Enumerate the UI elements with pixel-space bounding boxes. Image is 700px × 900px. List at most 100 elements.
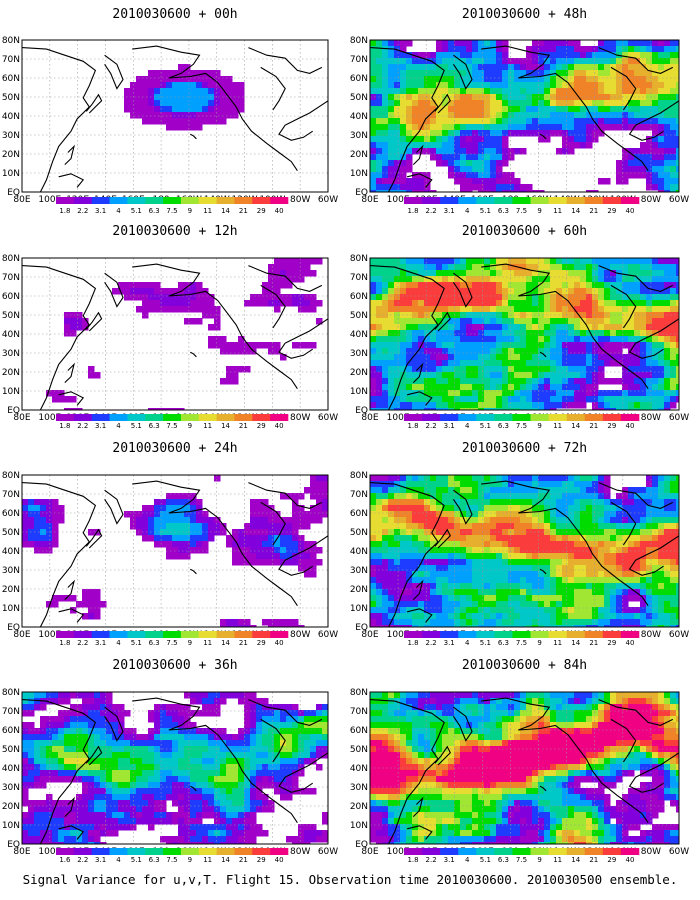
colorbar-swatch [458, 848, 477, 855]
coastline [64, 579, 76, 600]
colorbar-swatch [198, 414, 217, 421]
colorbar-swatch [145, 631, 164, 638]
colorbar-label: 21 [589, 207, 598, 215]
lon-tick-label: 100E [387, 413, 410, 423]
coastline [58, 608, 85, 623]
lat-tick-label: 30N [2, 566, 20, 576]
colorbar-swatch [404, 848, 423, 855]
colorbar-swatch [252, 414, 271, 421]
map-panel: 2010030600 + 72h80E100E120E140E160E18016… [350, 441, 689, 647]
lon-tick-label: 60W [318, 847, 338, 857]
colorbar-swatch [440, 848, 459, 855]
lat-tick-label: 30N [2, 783, 20, 793]
coastline [598, 482, 674, 509]
coastline [22, 265, 97, 410]
lat-tick-label: 60N [350, 74, 368, 84]
colorbar-label: 11 [203, 856, 212, 864]
colorbar-label: 4 [465, 422, 470, 430]
colorbar-swatch [127, 197, 146, 204]
coastline [190, 351, 197, 358]
lat-tick-label: 20N [2, 368, 20, 378]
colorbar-label: 21 [239, 856, 248, 864]
map-frame [21, 257, 329, 411]
colorbar-swatch [56, 197, 75, 204]
colorbar-label: 21 [589, 856, 598, 864]
map-frame [369, 257, 680, 411]
colorbar-swatch [620, 631, 640, 638]
lon-tick-label: 80E [361, 630, 378, 640]
lat-tick-label: 60N [2, 726, 20, 736]
coastline [278, 776, 314, 793]
coastline [248, 47, 323, 74]
coastline [412, 362, 424, 383]
colorbar-label: 14 [221, 639, 230, 647]
panel-title: 2010030600 + 00h [112, 7, 237, 22]
colorbar-swatch [584, 414, 604, 421]
colorbar-label: 7.5 [516, 639, 527, 647]
coastline [278, 342, 314, 359]
lat-tick-label: 10N [2, 169, 20, 179]
coastline [635, 535, 679, 561]
colorbar-label: 2.2 [77, 422, 88, 430]
colorbar-swatch [252, 848, 271, 855]
lon-tick-label: 60W [669, 847, 689, 857]
lat-tick-label: 20N [350, 368, 368, 378]
colorbar-swatch [530, 631, 549, 638]
colorbar-label: 3.1 [95, 639, 106, 647]
lat-tick-label: 70N [2, 273, 20, 283]
lon-tick-label: 80W [641, 413, 661, 423]
colorbar-swatch [512, 197, 531, 204]
colorbar-label: 14 [221, 207, 230, 215]
colorbar: 1.8 2.2 3.1 4 5.1 6.3 7.5 9 11 14 21 29 40 [404, 631, 640, 647]
colorbar-swatch [566, 197, 586, 204]
colorbar-swatch [620, 414, 640, 421]
coastline [610, 66, 637, 111]
lat-tick-label: 20N [350, 802, 368, 812]
coastline [434, 311, 451, 332]
colorbar-label: 14 [571, 856, 580, 864]
colorbar-label: 5.1 [131, 856, 142, 864]
colorbar-swatch [163, 631, 182, 638]
lat-tick-label: 60N [350, 726, 368, 736]
colorbar-label: 9 [537, 207, 541, 215]
lon-tick-label: 100E [387, 195, 410, 205]
colorbar-swatch [198, 197, 217, 204]
colorbar-label: 21 [589, 422, 598, 430]
coastline [85, 745, 103, 766]
coastline [539, 568, 547, 575]
coastline [635, 318, 679, 344]
colorbar-label: 11 [203, 639, 212, 647]
lat-tick-label: 70N [350, 707, 368, 717]
colorbar-swatch [234, 414, 253, 421]
colorbar-label: 29 [607, 856, 616, 864]
coastline [539, 785, 547, 792]
colorbar-label: 2.2 [77, 207, 88, 215]
coastline [248, 699, 323, 726]
colorbar-swatch [91, 414, 110, 421]
coastline [58, 391, 85, 406]
colorbar-label: 7.5 [166, 639, 177, 647]
colorbar-label: 4 [116, 856, 121, 864]
colorbar-swatch [530, 848, 549, 855]
colorbar-label: 40 [275, 639, 284, 647]
colorbar-swatch [234, 197, 253, 204]
lat-tick-label: EQ [355, 623, 368, 633]
colorbar-swatch [234, 848, 253, 855]
coastline [610, 501, 637, 546]
coastline [58, 173, 85, 188]
colorbar-label: 5.1 [480, 639, 491, 647]
colorbar-label: 3.1 [444, 422, 455, 430]
panel-title: 2010030600 + 60h [462, 224, 587, 239]
coastline [412, 144, 424, 165]
lon-tick-label: 60W [318, 630, 338, 640]
colorbar-label: 1.8 [59, 639, 70, 647]
map-frame [369, 39, 680, 193]
lat-tick-label: 50N [2, 93, 20, 103]
coastline [598, 47, 674, 74]
colorbar-swatch [127, 848, 146, 855]
colorbar-label: 40 [626, 856, 635, 864]
lat-tick-label: 50N [2, 745, 20, 755]
colorbar-swatch [109, 848, 128, 855]
colorbar-label: 14 [221, 856, 230, 864]
